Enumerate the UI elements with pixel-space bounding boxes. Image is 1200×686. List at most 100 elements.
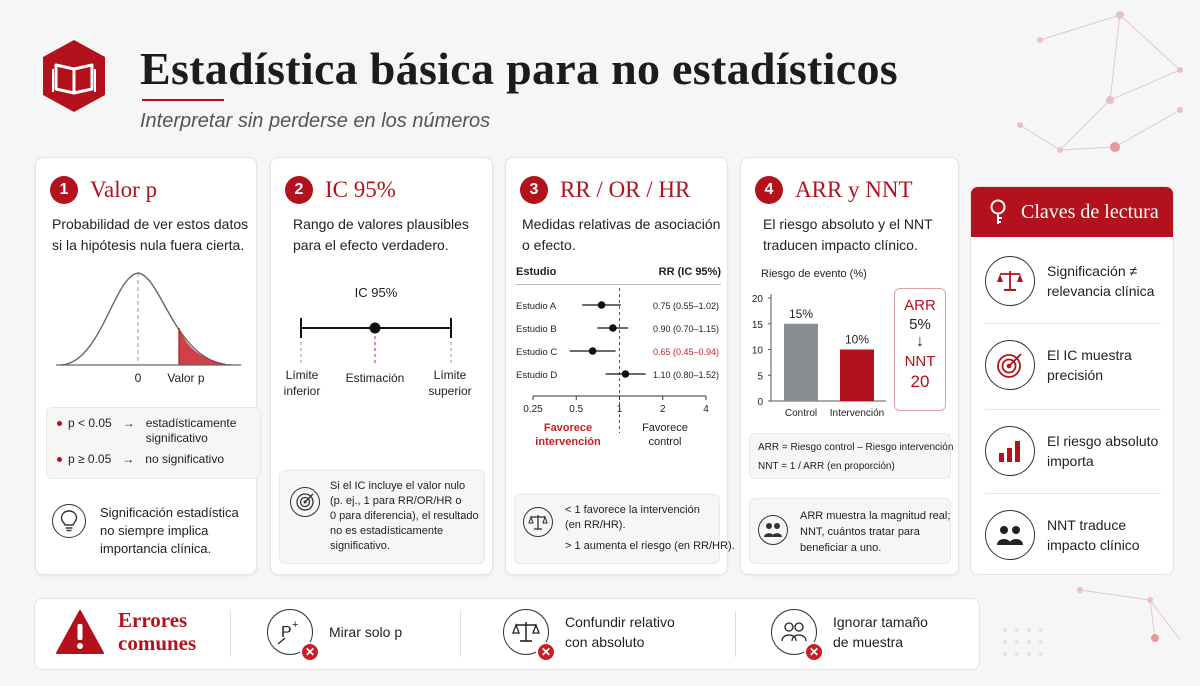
error-x-icon: ✕ — [300, 642, 320, 662]
note-line: no siempre implica — [100, 523, 209, 538]
card-p-value: 1 Valor p Probabilidad de ver estos dato… — [35, 157, 261, 575]
card-number: 1 — [50, 176, 78, 204]
desc-line: o efecto. — [522, 237, 576, 253]
study-estimate-point — [597, 301, 606, 309]
key-reading-panel: Claves de lectura Significación ≠ relevan… — [970, 186, 1174, 575]
group-icon: ✕ — [771, 609, 824, 662]
note-text: < 1 favorece la intervención (en RR/HR).… — [565, 503, 735, 554]
key-text: El riesgo absoluto importa — [1047, 431, 1158, 471]
rule-condition: p ≥ 0.05 — [68, 452, 112, 466]
tick-label: 0.25 — [523, 404, 543, 415]
study-name: Estudio C — [516, 347, 557, 358]
header: Estadística básica para no estadísticos … — [40, 28, 940, 138]
column-rr: RR (IC 95%) — [658, 266, 721, 278]
card-confidence-interval: 2 IC 95% Rango de valores plausibles par… — [270, 157, 493, 575]
people-icon — [758, 515, 788, 545]
nnt-title: NNT — [904, 353, 936, 370]
arrow-icon: → — [122, 416, 135, 430]
divider — [985, 409, 1161, 410]
lower-label: inferior — [284, 384, 321, 398]
tick-label: 4 — [703, 404, 709, 415]
note-line: beneficiar a uno. — [800, 542, 882, 554]
key-line: Significación ≠ — [1047, 263, 1138, 279]
bar-value-label: 10% — [845, 333, 869, 347]
rule-result: no significativo — [145, 452, 225, 466]
rule-significant: p < 0.05 → estadísticamente significativo — [57, 416, 250, 446]
favors-intervention-label: Favorece — [544, 422, 592, 434]
divider — [985, 323, 1161, 324]
key-line: El IC muestra — [1047, 347, 1132, 363]
note-line: (p. ej., 1 para RR/OR/HR o — [330, 495, 462, 507]
warning-icon — [56, 610, 104, 654]
column-study: Estudio — [516, 266, 557, 278]
error-item: ✕ Ignorar tamaño de muestra — [771, 609, 928, 662]
errors-title-line: Errores — [118, 608, 188, 632]
note-line: < 1 favorece la intervención — [565, 504, 700, 516]
card-number: 4 — [755, 176, 783, 204]
note-line: (en RR/HR). — [565, 519, 626, 531]
study-name: Estudio B — [516, 324, 557, 335]
bar-category-label: Intervención — [830, 408, 884, 419]
upper-label: superior — [428, 384, 471, 398]
arr-nnt-note: ARR muestra la magnitud real; NNT, cuánt… — [749, 498, 951, 564]
panel-header: Claves de lectura — [971, 187, 1173, 237]
bullet-dot — [57, 457, 62, 462]
key-line: NNT traduce — [1047, 517, 1127, 533]
key-text: El IC muestra precisión — [1047, 345, 1132, 385]
desc-line: para el efecto verdadero. — [293, 237, 449, 253]
significance-note: Significación estadística no siempre imp… — [52, 504, 262, 558]
formula-arr: ARR = Riesgo control – Riesgo intervenci… — [758, 442, 954, 453]
error-x-icon: ✕ — [536, 642, 556, 662]
error-item: P + ✕ Mirar solo p — [267, 609, 402, 662]
lightbulb-icon — [52, 504, 86, 538]
ci-estimate-point — [369, 322, 381, 334]
key-line: importa — [1047, 453, 1094, 469]
study-estimate-point — [621, 370, 630, 378]
note-text: ARR muestra la magnitud real; NNT, cuánt… — [800, 508, 950, 556]
divider — [460, 611, 461, 657]
arrow-icon: → — [122, 452, 135, 466]
scale-icon: ✕ — [503, 609, 556, 662]
desc-line: traducen impacto clínico. — [763, 237, 918, 253]
svg-text:P: P — [281, 624, 292, 641]
formulas: ARR = Riesgo control – Riesgo intervenci… — [749, 433, 954, 479]
arr-value: 5% — [909, 316, 931, 333]
key-line: impacto clínico — [1047, 537, 1140, 553]
risk-bar — [784, 323, 818, 401]
error-x-icon: ✕ — [804, 642, 824, 662]
ci-diagram: IC 95% Límite inferior Estimación Límite… — [284, 285, 472, 398]
desc-line: si la hipótesis nula fuera cierta. — [52, 237, 245, 253]
card-title: IC 95% — [325, 177, 396, 202]
note-line: NNT, cuántos tratar para — [800, 526, 920, 538]
ci-null-note: Si el IC incluye el valor nulo (p. ej., … — [279, 470, 485, 564]
people-icon — [985, 510, 1035, 560]
arr-nnt-box: ARR 5% ↓ NNT 20 — [894, 288, 946, 411]
card-arr-nnt: 4 ARR y NNT El riesgo absoluto y el NNT … — [740, 157, 959, 575]
key-item: Significación ≠ relevancia clínica — [985, 256, 1161, 306]
divider — [735, 611, 736, 657]
card-header: 2 IC 95% — [285, 176, 396, 204]
card-title: Valor p — [90, 177, 158, 202]
target-icon — [985, 340, 1035, 390]
arrow-down-icon: ↓ — [916, 333, 924, 350]
page-title: Estadística básica para no estadísticos — [140, 43, 898, 94]
scale-icon — [523, 507, 553, 537]
normal-curve-chart: 0 Valor p — [56, 272, 241, 385]
risk-bar — [840, 349, 874, 401]
errors-title-line: comunes — [118, 631, 197, 655]
error-line: Confundir relativo — [565, 614, 675, 630]
forest-plot: Estudio A 0.75 (0.55–1.02) Estudio B 0.90 (… — [516, 288, 719, 448]
note-line: ARR muestra la magnitud real; — [800, 510, 951, 522]
pvalue-rules: p < 0.05 → estadísticamente significativo… — [46, 407, 261, 479]
error-item: ✕ Confundir relativo con absoluto — [503, 609, 675, 662]
study-ci-value: 1.10 (0.80–1.52) — [653, 370, 719, 380]
bar-category-label: Control — [785, 408, 817, 419]
key-line: relevancia clínica — [1047, 283, 1155, 299]
key-line: precisión — [1047, 367, 1104, 383]
card-header: 4 ARR y NNT — [755, 176, 913, 204]
y-tick-label: 0 — [757, 397, 763, 408]
key-item: El riesgo absoluto importa — [985, 426, 1161, 476]
forest-plot-header: Estudio RR (IC 95%) — [516, 266, 721, 285]
rr-interpretation-note: < 1 favorece la intervención (en RR/HR).… — [514, 494, 735, 564]
title-underline — [142, 99, 224, 101]
